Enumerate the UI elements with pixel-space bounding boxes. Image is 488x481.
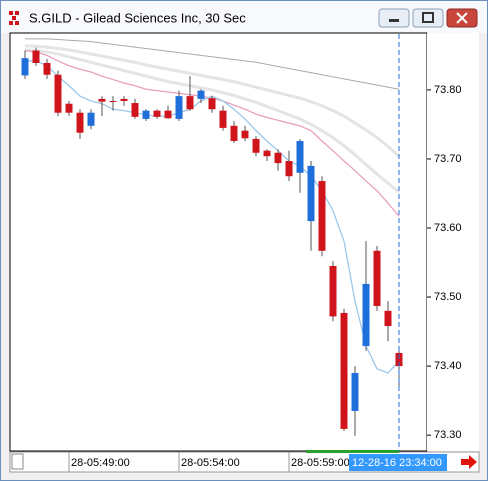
indicator-line [24,48,400,194]
cursor-label-box [349,454,447,471]
candle-body [32,50,40,63]
indicator-line [25,38,400,90]
candles [21,47,403,436]
indicator-line [24,44,400,158]
y-tick-label: 73.50 [434,291,462,303]
y-tick-label: 73.30 [434,429,462,441]
candle-body [76,112,84,133]
candle-body [54,74,62,113]
session-bar [306,450,399,453]
candle-body [274,152,282,164]
close-button[interactable] [446,8,478,28]
candle-body [252,138,260,153]
candle-body [109,100,117,102]
x-tick-label: 28-05:49:00 [71,457,130,469]
app-icon [9,11,19,25]
candle-body [329,265,337,317]
candle-body [175,96,183,119]
candle-body [21,58,29,76]
candle-body [153,110,161,117]
scroll-arrow[interactable] [461,455,477,469]
candle-body [285,161,293,177]
y-axis-area [427,33,479,451]
candle-body [373,250,381,307]
window-title: S.GILD - Gilead Sciences Inc, 30 Sec [29,10,246,25]
candle-body [307,165,315,222]
y-tick-label: 73.40 [434,360,462,372]
candle-body [351,372,359,411]
candle-body [142,110,150,119]
minimize-button[interactable] [378,8,410,28]
candle-body [164,110,172,119]
candle-body [120,98,128,101]
candle-body [197,90,205,99]
candle-body [87,112,95,126]
maximize-button[interactable] [412,8,444,28]
candle-body [230,125,238,142]
y-tick-label: 73.70 [434,153,462,165]
candle-body [263,150,271,157]
candle-body [384,310,392,327]
y-tick-label: 73.60 [434,222,462,234]
candle-body [219,110,227,128]
cursor-label: 12-28-16 23:34:00 [352,457,442,469]
candle-body [208,98,216,110]
candle-body [362,283,370,347]
candle-body [131,103,139,117]
candle-body [186,96,194,110]
plot-area [9,32,428,452]
x-tick-label: 28-05:59:00 [291,457,350,469]
candle-body [65,103,73,113]
candle-body [98,98,106,102]
y-tick-label: 73.80 [434,84,462,96]
candle-body [340,312,348,429]
x-tick-label: 28-05:54:00 [181,457,240,469]
candle-body [395,352,403,367]
candle-body [43,62,51,75]
candle-body [296,141,304,173]
candle-body [318,181,326,251]
scroll-box[interactable] [11,453,24,470]
candle-body [241,130,249,139]
